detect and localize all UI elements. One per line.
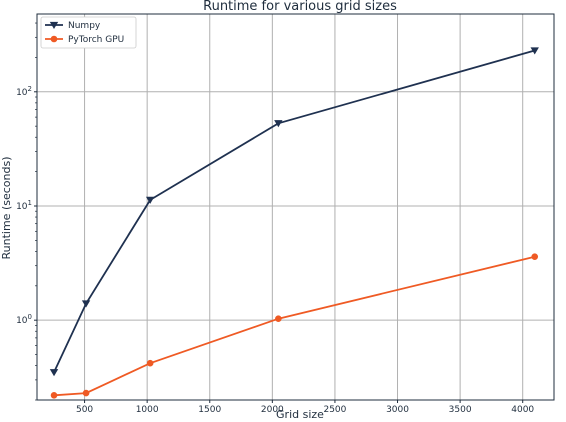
x-axis-label: Grid size: [276, 408, 324, 421]
y-axis-label: Runtime (seconds): [0, 157, 13, 260]
data-point: [82, 389, 90, 397]
y-tick-label: 100: [16, 313, 32, 326]
x-tick-label: 1000: [136, 405, 159, 415]
data-point: [49, 369, 59, 377]
series-pytorch-gpu: [50, 253, 539, 399]
grid-lines: [37, 14, 554, 400]
data-point: [50, 391, 58, 399]
data-point: [274, 120, 283, 128]
y-tick-label: 102: [16, 85, 32, 98]
y-tick-label-base: 10: [16, 316, 28, 326]
y-tick-label-base: 10: [16, 202, 28, 212]
y-tick-label-base: 10: [16, 88, 28, 98]
y-tick-label: 101: [16, 199, 32, 212]
legend-item: PyTorch GPU: [45, 35, 124, 45]
data-point: [275, 315, 282, 323]
legend-box: [40, 16, 137, 49]
series-layer: [49, 47, 539, 399]
y-tick-label-exponent: 2: [28, 85, 32, 93]
legend-marker: [50, 35, 58, 43]
y-tick-label-exponent: 1: [28, 199, 32, 207]
x-tick-label: 4000: [511, 405, 534, 415]
y-tick-label-exponent: 0: [28, 313, 32, 321]
x-tick-label: 3500: [449, 405, 472, 415]
x-tick-label: 500: [76, 405, 93, 415]
series-numpy: [49, 47, 539, 377]
legend: Numpy PyTorch GPU: [40, 16, 137, 49]
x-tick-label: 3000: [386, 405, 409, 415]
data-point: [81, 300, 91, 308]
legend-marker: [49, 21, 59, 29]
data-point: [146, 359, 154, 367]
x-tick-label: 1500: [198, 405, 221, 415]
plot-area-frame: [36, 13, 555, 401]
chart-title: Runtime for various grid sizes: [203, 0, 397, 14]
x-tick-label: 2000: [261, 405, 284, 415]
legend-label: PyTorch GPU: [68, 35, 124, 45]
data-point: [530, 47, 539, 55]
data-point: [531, 253, 539, 260]
legend-item: Numpy: [45, 21, 101, 31]
x-tick-label: 2500: [323, 405, 346, 415]
data-point: [145, 196, 155, 204]
legend-label: Numpy: [68, 21, 101, 31]
